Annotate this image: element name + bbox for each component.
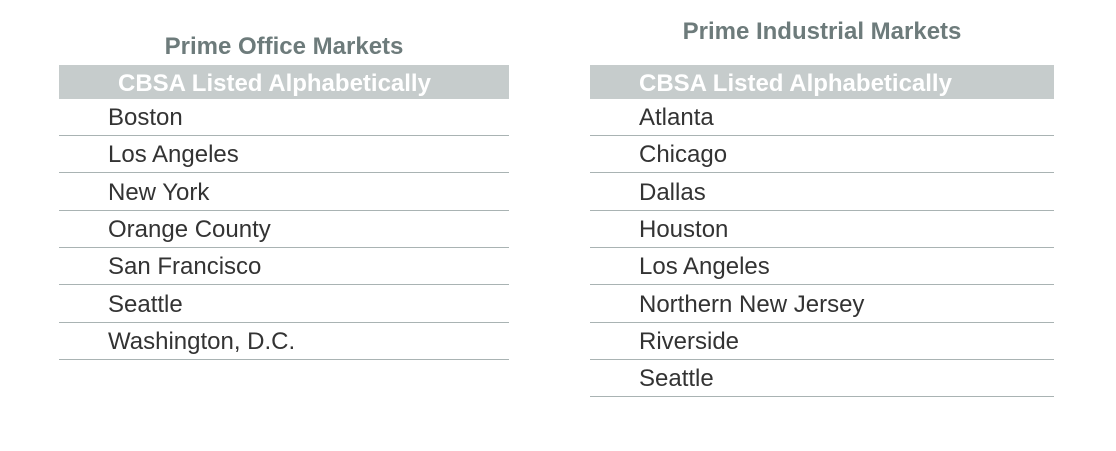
table: Prime Office Markets CBSA Listed Alphabet… bbox=[59, 0, 509, 451]
table-row: Houston bbox=[590, 211, 1054, 248]
table-row: San Francisco bbox=[59, 248, 509, 286]
table-row: Boston bbox=[59, 99, 509, 136]
table-row: Seattle bbox=[590, 360, 1054, 398]
table-row: Riverside bbox=[590, 323, 1054, 360]
table-header: CBSA Listed Alphabetically bbox=[590, 65, 1054, 99]
table-row: Los Angeles bbox=[590, 248, 1054, 286]
table-row: Dallas bbox=[590, 174, 1054, 211]
table-row: Washington, D.C. bbox=[59, 323, 509, 360]
table-row: Seattle bbox=[59, 286, 509, 323]
table-row: Orange County bbox=[59, 211, 509, 248]
table-row: Los Angeles bbox=[59, 136, 509, 174]
table-title: Prime Office Markets bbox=[164, 33, 404, 60]
table-title: Prime Industrial Markets bbox=[682, 18, 962, 45]
table-row: New York bbox=[59, 174, 509, 211]
table-row: Northern New Jersey bbox=[590, 286, 1054, 323]
table: Prime Industrial Markets CBSA Listed Alph… bbox=[590, 0, 1054, 451]
table-row: Atlanta bbox=[590, 99, 1054, 136]
table-row: Chicago bbox=[590, 136, 1054, 174]
table-header: CBSA Listed Alphabetically bbox=[59, 65, 509, 99]
